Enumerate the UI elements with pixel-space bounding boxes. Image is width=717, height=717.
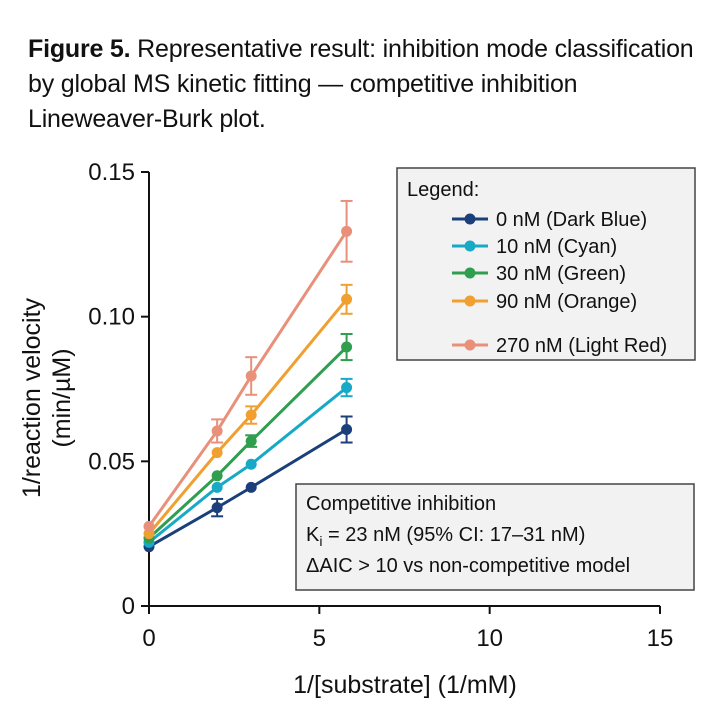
y-axis-label-line1: 1/reaction velocity [18,297,46,498]
ki-symbol: K [306,524,320,546]
legend-title: Legend: [407,179,479,201]
series-group [143,199,353,553]
legend-entry: 30 nM (Green) [452,263,626,285]
y-tick-label: 0.10 [88,304,135,331]
y-tick-label: 0 [122,593,135,620]
annotation-line1: Competitive inhibition [306,493,496,515]
figure-caption: Figure 5. Representative result: inhibit… [28,32,698,137]
legend-entry: 90 nM (Orange) [452,291,637,313]
legend-box [396,167,696,361]
series-10-nM [143,377,353,548]
series-line [147,230,348,528]
y-tick-label: 0.05 [88,448,135,475]
legend-label: 270 nM (Light Red) [496,335,667,357]
x-tick-label: 15 [647,625,674,652]
series-0-nM [143,415,353,553]
legend-label: 90 nM (Orange) [496,291,637,313]
figure-caption-text: Representative result: inhibition mode c… [28,35,694,133]
data-point [245,435,257,447]
legend-swatch-marker [464,295,476,307]
legend-entry: 0 nM (Dark Blue) [452,209,647,231]
legend-entries: 0 nM (Dark Blue) 10 nM (Cyan) 30 nM (Green… [452,209,667,357]
legend-entry: 270 nM (Light Red) [452,335,667,357]
annotation-line2: Ki = 23 nM (95% CI: 17–31 nM) [306,524,585,549]
ki-value: = 23 nM (95% CI: 17–31 nM) [322,524,585,546]
data-point [341,225,353,237]
data-point [211,470,223,482]
data-point [245,409,257,421]
ki-subscript: i [319,533,322,549]
legend-entry: 10 nM (Cyan) [452,236,617,258]
legend-swatch-marker [464,213,476,225]
data-point [211,481,223,493]
legend-label: 30 nM (Green) [496,263,626,285]
data-point [341,293,353,305]
annotation-frame [295,483,695,591]
data-point [245,481,257,493]
annotation-box: Competitive inhibition Ki = 23 nM (95% C… [295,483,695,591]
tick-labels: 0 0.05 0.10 0.15 0 5 10 15 [88,159,673,652]
data-point [211,447,223,459]
legend-label: 10 nM (Cyan) [496,236,617,258]
data-point [341,424,353,436]
x-tick-label: 10 [476,625,503,652]
y-axis-label-line2: (min/µM) [48,348,76,447]
series-90-nM [143,283,353,540]
annotation-line3: ΔAIC > 10 vs non-competitive model [306,555,630,577]
data-point [245,370,257,382]
data-point [341,341,353,353]
series-line [148,386,348,544]
series-270-nM [143,199,353,532]
legend: Legend: 0 nM (Dark Blue) 10 nM (Cyan) 30 n… [396,167,696,361]
y-tick-label: 0.15 [88,159,135,186]
legend-label: 0 nM (Dark Blue) [496,209,647,231]
series-line [148,428,348,548]
data-point [211,502,223,514]
x-tick-label: 5 [313,625,326,652]
x-tick-label: 0 [142,625,155,652]
series-line [147,345,348,540]
series-line [147,298,348,535]
figure-label: Figure 5. [28,35,131,63]
legend-swatch-marker [464,267,476,279]
data-point [143,520,155,532]
legend-swatch-marker [464,240,476,252]
data-point [211,425,223,437]
x-axis-label: 1/[substrate] (1/mM) [293,671,517,699]
data-point [245,458,257,470]
legend-swatch-marker [464,339,476,351]
data-point [341,382,353,394]
